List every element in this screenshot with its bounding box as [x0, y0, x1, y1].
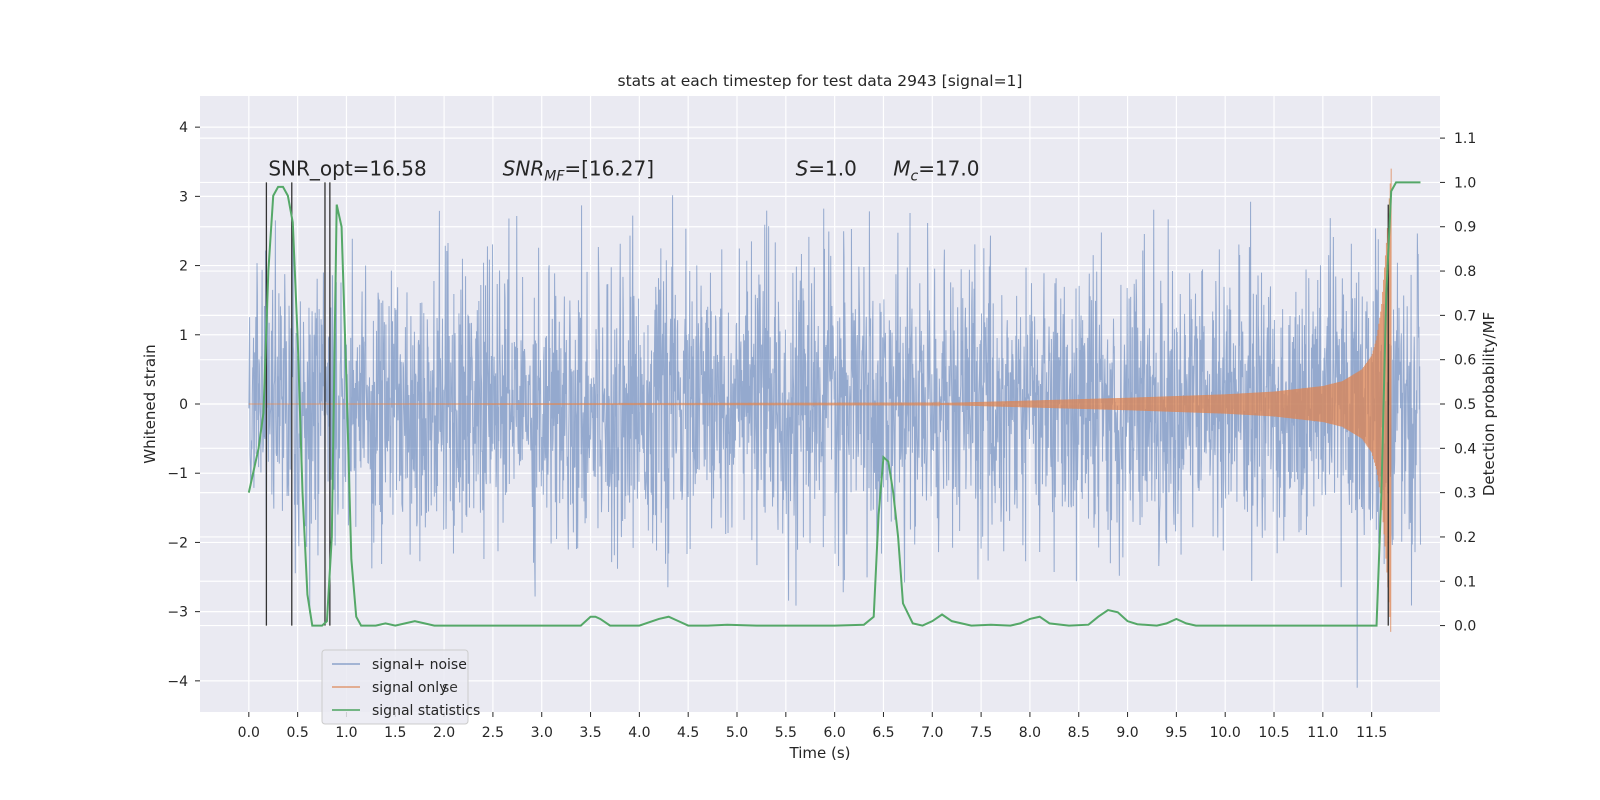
x-tick-label: 11.5	[1356, 725, 1387, 741]
y2-tick-label: 0.7	[1454, 308, 1476, 324]
y2-tick-label: 0.2	[1454, 530, 1476, 546]
x-tick-label: 2.0	[433, 725, 455, 741]
y-tick-label: 2	[179, 259, 188, 275]
y-axis-ticks: −4 −3 −2 −1 0 1 2 3 4	[167, 120, 200, 690]
y-axis-label: Whitened strain	[141, 344, 159, 463]
x-tick-label: 9.0	[1116, 725, 1138, 741]
data-layer	[247, 168, 1421, 688]
annotation-4: Mc=17.0	[893, 157, 979, 185]
y-tick-label: −4	[167, 674, 188, 690]
x-tick-label: 11.0	[1307, 725, 1338, 741]
x-axis-ticks: 0.0 0.5 1.0 1.5 2.0 2.5 3.0 3.5 4.0 4.5 5.0 5.5 6.0 6…	[238, 712, 1387, 741]
annotations: SNR_opt=16.58 SNRMF=[16.27] S=1.0 Mc=17.0	[268, 157, 979, 185]
x-tick-label: 5.0	[726, 725, 748, 741]
series-signal-only-line	[248, 168, 1392, 632]
x-tick-label: 7.0	[921, 725, 943, 741]
x-tick-label: 9.5	[1165, 725, 1187, 741]
y-tick-label: −3	[167, 605, 188, 621]
x-tick-label: 6.0	[824, 725, 846, 741]
x-tick-label: 4.0	[628, 725, 650, 741]
annotation-1: SNR_opt=16.58	[268, 157, 426, 181]
y2-tick-label: 0.1	[1454, 574, 1476, 590]
legend: signal+ noise signal only signal statistic…	[321, 649, 480, 725]
y2-tick-label: 0.4	[1454, 441, 1476, 457]
x-tick-label: 2.5	[482, 725, 504, 741]
x-axis-label: Time (s)	[789, 744, 851, 762]
x-tick-label: 3.5	[579, 725, 601, 741]
legend-label: signal only	[372, 680, 447, 696]
y2-tick-label: 1.1	[1454, 131, 1476, 147]
series-signal-noise-line	[248, 195, 1421, 688]
y-tick-label: 3	[179, 189, 188, 205]
y2-axis-label: Detection probability/MF	[1480, 312, 1498, 496]
x-tick-label: 6.5	[872, 725, 894, 741]
y2-tick-label: 1.0	[1454, 175, 1476, 191]
y2-tick-label: 0.8	[1454, 264, 1476, 280]
y-tick-label: 1	[179, 328, 188, 344]
annotation-2: SNRMF=[16.27]	[503, 157, 654, 185]
x-tick-label: 10.5	[1258, 725, 1289, 741]
x-tick-label: 7.5	[970, 725, 992, 741]
y-tick-label: 0	[179, 397, 188, 413]
legend-overlap-remnant: se	[442, 680, 458, 696]
y-tick-label: −2	[167, 535, 188, 551]
x-tick-label: 0.5	[287, 725, 309, 741]
chart-title: stats at each timestep for test data 294…	[618, 72, 1023, 90]
x-tick-label: 1.0	[335, 725, 357, 741]
y2-tick-label: 0.6	[1454, 353, 1476, 369]
x-tick-label: 8.5	[1068, 725, 1090, 741]
annotation-3: S=1.0	[796, 157, 857, 181]
legend-label: signal+ noise	[372, 657, 467, 673]
y2-tick-label: 0.9	[1454, 220, 1476, 236]
x-tick-label: 0.0	[238, 725, 260, 741]
y2-tick-label: 0.3	[1454, 486, 1476, 502]
y2-tick-label: 0.5	[1454, 397, 1476, 413]
legend-box	[321, 649, 469, 725]
y2-tick-label: 0.0	[1454, 619, 1476, 635]
x-tick-label: 5.5	[775, 725, 797, 741]
x-tick-label: 4.5	[677, 725, 699, 741]
y-tick-label: 4	[179, 120, 188, 136]
y2-axis-ticks: 0.0 0.1 0.2 0.3 0.4 0.5 0.6 0.7 0.8 0.9 1.0 1.1	[1440, 131, 1476, 635]
x-tick-label: 8.0	[1019, 725, 1041, 741]
legend-label: signal statistics	[372, 703, 480, 719]
y-tick-label: −1	[167, 466, 188, 482]
series-signal-statistics-line	[247, 181, 1421, 627]
x-tick-label: 3.0	[531, 725, 553, 741]
x-tick-label: 1.5	[384, 725, 406, 741]
x-tick-label: 10.0	[1210, 725, 1241, 741]
